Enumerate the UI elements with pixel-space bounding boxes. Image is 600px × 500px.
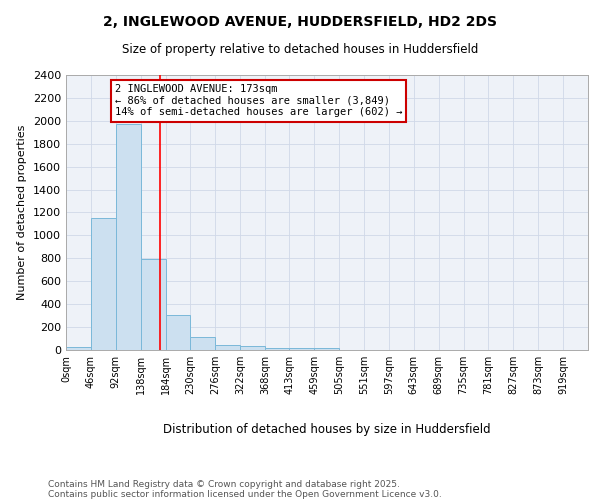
- Bar: [190, 338, 215, 350]
- Text: 2, INGLEWOOD AVENUE, HUDDERSFIELD, HD2 2DS: 2, INGLEWOOD AVENUE, HUDDERSFIELD, HD2 2…: [103, 15, 497, 29]
- Bar: [91, 218, 116, 350]
- Bar: [240, 346, 265, 350]
- Bar: [66, 346, 91, 350]
- Bar: [116, 124, 140, 350]
- Bar: [140, 260, 166, 350]
- Y-axis label: Number of detached properties: Number of detached properties: [17, 125, 28, 300]
- Bar: [215, 345, 240, 350]
- Text: Contains HM Land Registry data © Crown copyright and database right 2025.
Contai: Contains HM Land Registry data © Crown c…: [48, 480, 442, 500]
- Text: 2 INGLEWOOD AVENUE: 173sqm
← 86% of detached houses are smaller (3,849)
14% of s: 2 INGLEWOOD AVENUE: 173sqm ← 86% of deta…: [115, 84, 402, 117]
- Text: Size of property relative to detached houses in Huddersfield: Size of property relative to detached ho…: [122, 42, 478, 56]
- Bar: [265, 348, 289, 350]
- Bar: [289, 348, 314, 350]
- Bar: [314, 348, 339, 350]
- Text: Distribution of detached houses by size in Huddersfield: Distribution of detached houses by size …: [163, 422, 491, 436]
- Bar: [166, 315, 190, 350]
